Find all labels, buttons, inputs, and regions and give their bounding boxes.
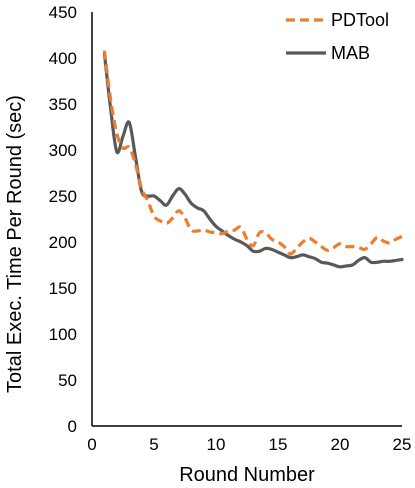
y-tick-label: 300 (49, 141, 77, 160)
series-layer (102, 50, 404, 269)
y-axis-title: Total Exec. Time Per Round (sec) (4, 95, 26, 393)
y-tick-label: 400 (49, 49, 77, 68)
legend: PDTool MAB (286, 10, 389, 63)
x-tick-label: 20 (331, 435, 350, 454)
y-tick-label: 100 (49, 325, 77, 344)
series-line-pdtool (102, 50, 403, 256)
x-tick-label: 25 (393, 435, 412, 454)
y-tick-label: 150 (49, 279, 77, 298)
y-tick-label: 0 (68, 417, 77, 436)
y-tick-label: 250 (49, 187, 77, 206)
y-tick-label: 50 (58, 371, 77, 390)
y-tick-label: 200 (49, 233, 77, 252)
x-tick-label: 10 (207, 435, 226, 454)
x-tick-label: 0 (87, 435, 96, 454)
y-tick-label: 350 (49, 95, 77, 114)
series-line-mab (102, 51, 404, 269)
y-tick-label: 450 (49, 3, 77, 22)
x-axis-title: Round Number (179, 464, 315, 486)
y-axis: 0 50 100 150 200 250 300 350 400 450 (49, 3, 93, 436)
x-tick-labels: 0 5 10 15 20 25 (87, 435, 411, 454)
x-tick-label: 5 (149, 435, 158, 454)
legend-label-mab: MAB (331, 43, 370, 63)
x-axis: 0 5 10 15 20 25 (87, 425, 411, 454)
x-tick-label: 15 (269, 435, 288, 454)
y-tick-labels: 0 50 100 150 200 250 300 350 400 450 (49, 3, 77, 436)
legend-label-pdtool: PDTool (331, 10, 389, 30)
